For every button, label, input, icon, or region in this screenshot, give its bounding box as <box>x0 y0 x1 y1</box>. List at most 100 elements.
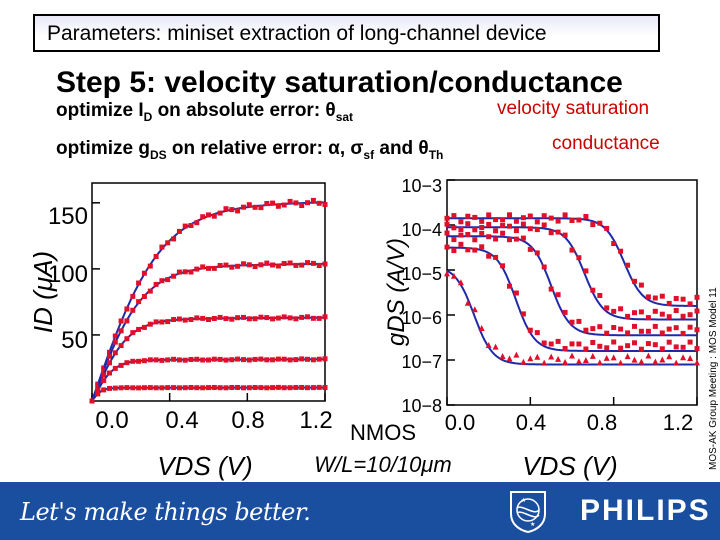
gds-series-group <box>444 212 700 366</box>
gds-measured-point <box>500 230 506 236</box>
gds-measured-point <box>694 308 700 314</box>
gds-measured-point <box>513 236 519 242</box>
gds-measured-point <box>659 311 665 317</box>
id-measured-point <box>130 385 136 391</box>
id-measured-point <box>147 357 153 363</box>
id-measured-point <box>316 200 322 206</box>
id-measured-point <box>182 269 188 275</box>
id-measured-point <box>229 357 235 363</box>
id-measured-point <box>136 385 142 391</box>
id-ticks <box>91 202 326 401</box>
id-measured-point <box>229 264 235 270</box>
gds-measured-point <box>507 237 512 243</box>
id-measured-point <box>287 385 293 391</box>
id-measured-point <box>188 357 194 362</box>
id-measured-point <box>124 336 130 342</box>
gds-measured-point <box>472 237 478 243</box>
id-measured-point <box>310 357 316 363</box>
gds-ylabel-text: gDS (A/V) <box>383 238 410 346</box>
id-ylabel-text: ID (μA) <box>28 251 58 333</box>
id-measured-point <box>147 321 153 327</box>
gds-measured-point <box>645 352 652 359</box>
id-measured-point <box>206 357 211 363</box>
gds-measured-point <box>589 352 596 359</box>
gds-measured-point <box>590 287 596 293</box>
gds-measured-point <box>471 306 478 313</box>
id-measured-point <box>305 260 310 266</box>
id-measured-point <box>264 260 270 266</box>
id-measured-point <box>153 357 159 363</box>
id-measured-point <box>118 343 124 349</box>
gds-measured-point <box>618 345 624 351</box>
gds-measured-point <box>583 327 589 333</box>
gds-measured-point <box>465 247 471 253</box>
gds-measured-point <box>694 346 700 352</box>
gds-measured-point <box>472 227 478 233</box>
id-measured-point <box>159 244 165 250</box>
id-measured-point <box>176 269 182 275</box>
line1-sub2: sat <box>335 109 354 124</box>
gds-measured-point <box>457 279 464 286</box>
gds-xtick-04: 0.4 <box>516 410 547 435</box>
gds-measured-point <box>486 234 492 240</box>
gds-measured-point <box>632 278 637 284</box>
gds-measured-point <box>479 225 485 230</box>
gds-measured-point <box>534 330 540 336</box>
gds-measured-point <box>673 308 679 313</box>
id-measured-point <box>101 378 107 384</box>
gds-measured-point <box>597 220 603 226</box>
gds-measured-point <box>486 212 492 218</box>
gds-ytick-1e-7: 10−7 <box>401 352 442 372</box>
gds-measured-point <box>687 339 693 345</box>
gds-measured-point <box>590 340 596 345</box>
id-measured-point <box>130 293 136 299</box>
gds-measured-point <box>541 340 547 346</box>
id-measured-point <box>293 385 299 390</box>
id-measured-point <box>112 385 118 391</box>
id-measured-point <box>281 202 287 208</box>
gds-measured-point <box>687 301 693 307</box>
slide-subtitle: Step 5: velocity saturation/conductance <box>56 66 623 99</box>
id-measured-point <box>200 357 206 363</box>
gds-xtick-08: 0.8 <box>587 410 618 435</box>
gds-xtick-12: 1.2 <box>663 410 694 435</box>
id-measured-point <box>211 213 217 219</box>
gds-measured-point <box>520 215 526 221</box>
id-xtick-12: 1.2 <box>299 407 332 434</box>
gds-measured-point <box>673 325 679 331</box>
id-measured-point <box>270 357 276 363</box>
id-measured-point <box>165 240 171 246</box>
id-measured-point <box>153 319 159 325</box>
gds-measured-point <box>507 212 512 218</box>
id-ylabel: ID (μA) <box>28 251 58 333</box>
gds-measured-point <box>562 358 569 365</box>
gds-measured-point <box>569 319 575 325</box>
id-measured-point <box>293 262 299 268</box>
svg-text:★: ★ <box>521 497 526 504</box>
id-measured-point <box>293 200 299 206</box>
gds-measured-point <box>444 221 450 227</box>
gds-ticks <box>446 179 698 406</box>
gds-measured-point <box>694 359 700 366</box>
id-measured-point <box>322 356 328 362</box>
id-measured-point <box>217 385 223 391</box>
gds-ytick-1e-5: 10−5 <box>401 264 442 284</box>
id-measured-point <box>107 353 112 359</box>
id-measured-point <box>107 370 112 376</box>
id-measured-point <box>264 201 270 206</box>
gds-measured-point <box>534 219 540 225</box>
id-measured-point <box>299 385 305 390</box>
gds-measured-point <box>548 286 554 292</box>
gds-measured-point <box>500 263 506 269</box>
id-measured-point <box>235 385 241 390</box>
id-series-group <box>89 197 328 404</box>
id-measured-point <box>241 357 246 363</box>
id-measured-point <box>165 385 171 391</box>
id-measured-point <box>287 198 293 204</box>
gds-measured-point <box>562 232 568 238</box>
gds-measured-point <box>625 262 631 268</box>
id-measured-point <box>171 273 177 279</box>
conductance-tag: conductance <box>552 133 660 154</box>
gds-measured-point <box>458 219 464 225</box>
